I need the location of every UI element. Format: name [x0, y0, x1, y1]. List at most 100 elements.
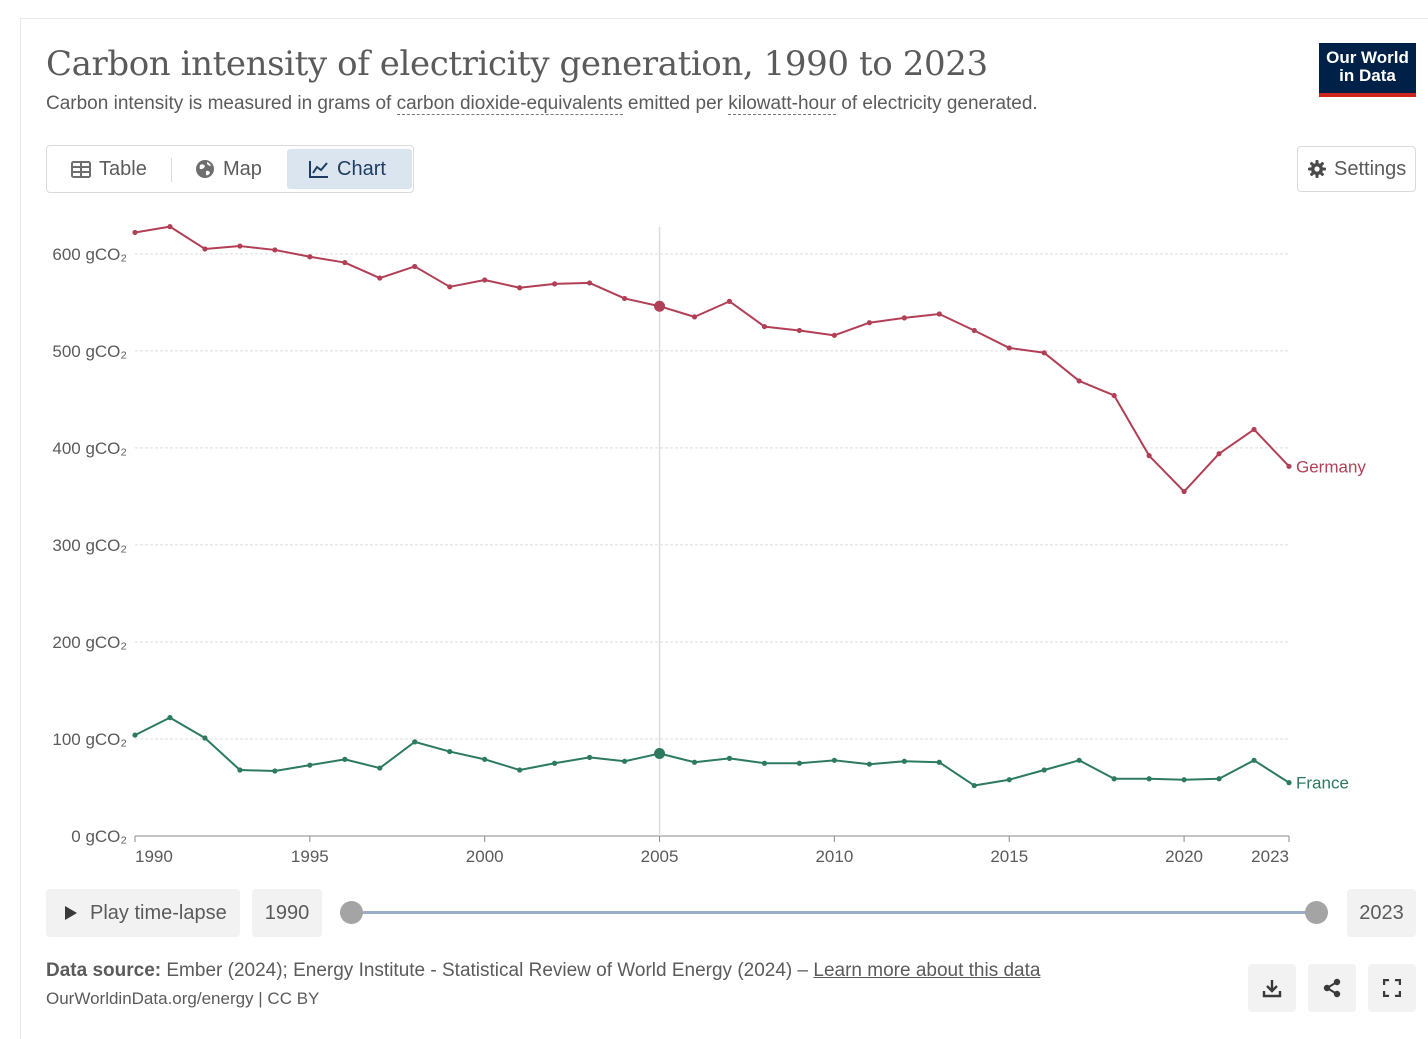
- data-point-germany: [587, 280, 593, 286]
- data-point-germany: [1076, 378, 1082, 384]
- data-point-germany: [1006, 345, 1012, 351]
- x-tick-label: 2023: [1251, 847, 1289, 866]
- data-point-france: [1251, 757, 1257, 763]
- end-year-field[interactable]: 2023: [1347, 889, 1416, 937]
- play-icon: [65, 906, 77, 920]
- data-point-germany: [691, 314, 698, 320]
- y-tick-label: 100 gCO₂: [52, 730, 127, 749]
- data-point-france: [587, 754, 593, 761]
- data-point-germany: [726, 298, 733, 304]
- source-text: Ember (2024); Energy Institute - Statist…: [161, 960, 814, 981]
- owid-logo[interactable]: Our World in Data: [1319, 43, 1416, 97]
- source-label: Data source:: [46, 960, 162, 981]
- series-line-france: [134, 716, 1290, 787]
- y-tick-label: 600 gCO₂: [52, 245, 127, 264]
- tab-map[interactable]: Map: [185, 149, 272, 189]
- data-point-france: [342, 756, 348, 762]
- data-point-france: [866, 761, 872, 767]
- tab-chart[interactable]: Chart: [287, 149, 412, 189]
- view-tabs: Table Map Chart: [46, 145, 414, 193]
- data-point-germany: [412, 263, 418, 270]
- data-point-france: [936, 759, 942, 765]
- gear-icon: [1308, 160, 1326, 178]
- play-label: Play time-lapse: [90, 901, 227, 924]
- data-point-germany: [132, 229, 138, 236]
- share-icon: [1323, 978, 1341, 998]
- data-point-germany: [167, 224, 173, 230]
- download-icon: [1262, 980, 1282, 998]
- co2-equivalents-link[interactable]: carbon dioxide-equivalents: [396, 93, 623, 115]
- tab-label: Table: [99, 157, 147, 180]
- data-point-france: [517, 767, 523, 773]
- data-point-france: [272, 768, 278, 774]
- data-point-germany: [831, 332, 837, 338]
- data-point-germany: [654, 300, 666, 312]
- play-timelapse-button[interactable]: Play time-lapse: [46, 889, 240, 937]
- data-point-france: [1076, 757, 1082, 763]
- data-point-germany: [482, 277, 488, 283]
- download-button[interactable]: [1248, 964, 1296, 1012]
- data-point-germany: [307, 254, 313, 260]
- kilowatt-hour-link[interactable]: kilowatt-hour: [728, 93, 836, 115]
- data-point-germany: [761, 323, 768, 330]
- x-tick-label: 2005: [641, 847, 679, 866]
- y-tick-label: 500 gCO₂: [52, 342, 127, 361]
- data-point-germany: [1251, 426, 1257, 433]
- data-point-france: [307, 762, 313, 768]
- settings-button[interactable]: Settings: [1297, 146, 1416, 192]
- data-point-france: [654, 748, 666, 760]
- data-point-france: [237, 767, 243, 773]
- x-tick-label: 1990: [135, 847, 173, 866]
- share-button[interactable]: [1308, 964, 1356, 1012]
- data-point-germany: [621, 295, 628, 302]
- data-point-germany: [342, 259, 348, 266]
- data-point-france: [691, 759, 698, 765]
- series-line-germany: [134, 225, 1290, 493]
- line-chart-icon: [309, 161, 328, 178]
- data-point-germany: [1216, 451, 1222, 457]
- fullscreen-button[interactable]: [1368, 964, 1416, 1012]
- chart-title: Carbon intensity of electricity generati…: [46, 44, 988, 84]
- x-tick-label: 2010: [815, 847, 853, 866]
- learn-more-link[interactable]: Learn more about this data: [813, 960, 1041, 981]
- tab-table[interactable]: Table: [61, 149, 157, 189]
- data-point-france: [447, 748, 453, 755]
- data-point-germany: [237, 243, 243, 249]
- data-point-germany: [517, 285, 523, 291]
- data-point-france: [901, 758, 907, 764]
- y-tick-label: 300 gCO₂: [52, 536, 127, 555]
- data-point-germany: [936, 311, 942, 317]
- y-tick-label: 0 gCO₂: [71, 827, 127, 846]
- x-tick-label: 2020: [1165, 847, 1203, 866]
- data-point-france: [1146, 776, 1152, 782]
- timeline-start-handle[interactable]: [340, 901, 363, 924]
- data-point-germany: [377, 275, 383, 281]
- start-year-field[interactable]: 1990: [252, 889, 322, 937]
- series-label-france: France: [1296, 774, 1349, 793]
- tab-label: Map: [223, 157, 262, 180]
- series-label-germany: Germany: [1296, 457, 1366, 476]
- data-source: Data source: Ember (2024); Energy Instit…: [46, 960, 1040, 982]
- data-point-germany: [552, 281, 558, 287]
- subtitle-text: emitted per: [622, 93, 729, 114]
- x-tick-label: 1995: [291, 847, 329, 866]
- subtitle-text: Carbon intensity is measured in grams of: [46, 93, 397, 114]
- data-point-france: [482, 756, 488, 762]
- logo-line-1: Our World: [1326, 48, 1409, 67]
- data-point-germany: [1181, 488, 1187, 495]
- subtitle-text: of electricity generated.: [835, 93, 1038, 114]
- data-point-france: [1286, 780, 1292, 786]
- data-point-france: [1006, 777, 1012, 783]
- data-point-france: [412, 739, 418, 745]
- data-point-france: [202, 735, 208, 741]
- data-point-france: [621, 758, 628, 764]
- globe-icon: [196, 160, 214, 178]
- data-point-france: [726, 755, 733, 761]
- data-point-germany: [202, 246, 208, 252]
- timeline-end-handle[interactable]: [1305, 901, 1328, 924]
- data-point-germany: [1286, 463, 1292, 469]
- data-point-france: [831, 757, 837, 763]
- x-tick-label: 2000: [466, 847, 504, 866]
- data-point-france: [132, 732, 138, 738]
- timeline-slider-track[interactable]: [352, 911, 1317, 914]
